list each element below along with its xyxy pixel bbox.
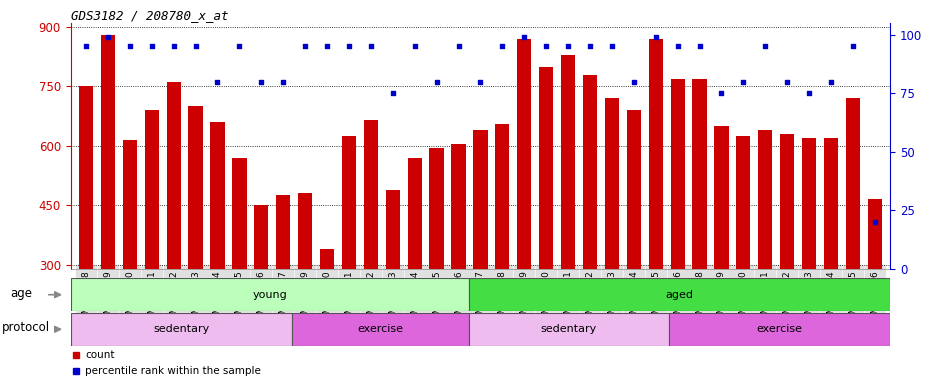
Point xyxy=(648,34,663,40)
Bar xyxy=(737,136,751,384)
Point xyxy=(122,43,138,50)
Point xyxy=(232,43,247,50)
Point xyxy=(626,78,642,84)
Point xyxy=(582,43,597,50)
Point xyxy=(276,78,291,84)
Text: percentile rank within the sample: percentile rank within the sample xyxy=(86,366,261,376)
Point xyxy=(823,78,838,84)
Bar xyxy=(758,130,772,384)
Bar xyxy=(298,194,312,384)
Text: aged: aged xyxy=(666,290,693,300)
Point xyxy=(605,43,620,50)
Bar xyxy=(145,110,159,384)
Text: GDS3182 / 208780_x_at: GDS3182 / 208780_x_at xyxy=(71,9,228,22)
Bar xyxy=(276,195,290,384)
Bar xyxy=(714,126,728,384)
Bar xyxy=(469,313,669,346)
Text: count: count xyxy=(86,350,115,360)
Text: age: age xyxy=(10,286,33,300)
Bar xyxy=(385,190,400,384)
Bar xyxy=(868,199,882,384)
Point xyxy=(495,43,510,50)
Point xyxy=(166,43,181,50)
Bar xyxy=(408,158,422,384)
Bar xyxy=(233,158,247,384)
Point xyxy=(802,90,817,96)
Bar xyxy=(364,120,378,384)
Bar xyxy=(101,35,115,384)
Text: sedentary: sedentary xyxy=(154,324,209,334)
Point xyxy=(451,43,466,50)
Point xyxy=(736,78,751,84)
Bar xyxy=(71,313,292,346)
Point xyxy=(144,43,159,50)
Point xyxy=(298,43,313,50)
Point xyxy=(692,43,707,50)
Bar xyxy=(649,39,663,384)
Bar xyxy=(824,138,838,384)
Bar xyxy=(71,278,469,311)
Bar xyxy=(167,83,181,384)
Bar xyxy=(451,144,465,384)
Bar xyxy=(692,79,706,384)
Bar xyxy=(517,39,531,384)
Bar xyxy=(320,249,334,384)
Point xyxy=(670,43,685,50)
Point xyxy=(868,219,883,225)
Point xyxy=(210,78,225,84)
Point xyxy=(188,43,203,50)
Bar xyxy=(495,124,510,384)
Bar xyxy=(583,74,597,384)
Text: sedentary: sedentary xyxy=(541,324,597,334)
Bar xyxy=(430,148,444,384)
Bar xyxy=(122,140,137,384)
Bar xyxy=(473,130,488,384)
Bar xyxy=(846,98,860,384)
Bar xyxy=(671,79,685,384)
Bar xyxy=(469,278,890,311)
Bar xyxy=(79,86,93,384)
Bar xyxy=(539,67,553,384)
Bar xyxy=(802,138,816,384)
Bar xyxy=(342,136,356,384)
Point xyxy=(845,43,860,50)
Text: young: young xyxy=(252,290,287,300)
Point xyxy=(364,43,379,50)
Bar xyxy=(780,134,794,384)
Point xyxy=(253,78,268,84)
Bar xyxy=(626,110,641,384)
Point xyxy=(385,90,400,96)
Point xyxy=(539,43,554,50)
Point xyxy=(517,34,532,40)
Point xyxy=(560,43,576,50)
Bar xyxy=(188,106,203,384)
Point xyxy=(780,78,795,84)
Bar xyxy=(210,122,224,384)
Bar xyxy=(560,55,576,384)
Point xyxy=(341,43,356,50)
Text: exercise: exercise xyxy=(358,324,404,334)
Point xyxy=(714,90,729,96)
Point xyxy=(101,34,116,40)
Point xyxy=(473,78,488,84)
Point xyxy=(319,43,334,50)
Text: exercise: exercise xyxy=(756,324,803,334)
Point xyxy=(407,43,422,50)
Bar xyxy=(292,313,469,346)
Bar xyxy=(669,313,890,346)
Bar xyxy=(254,205,268,384)
Point xyxy=(757,43,772,50)
Text: protocol: protocol xyxy=(1,321,50,334)
Bar xyxy=(605,98,619,384)
Point xyxy=(429,78,444,84)
Point xyxy=(78,43,93,50)
